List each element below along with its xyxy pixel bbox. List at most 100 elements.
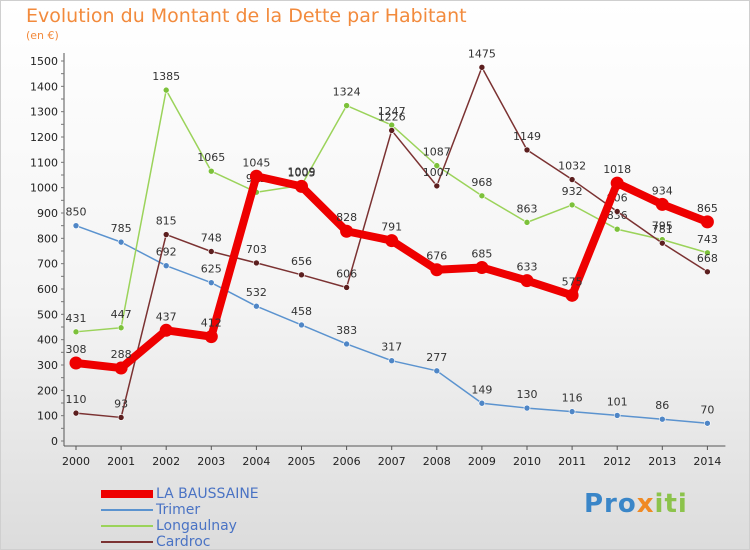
x-tick-label: 2008 (423, 455, 451, 468)
data-label-trimer: 277 (426, 351, 447, 364)
y-tick-label: 1000 (30, 182, 58, 195)
data-label-trimer: 458 (291, 305, 312, 318)
data-point-la-baussaine (204, 330, 218, 344)
data-point-longaulnay (523, 219, 531, 226)
data-point-cardroc (478, 64, 486, 71)
data-label-longaulnay: 932 (562, 185, 583, 198)
data-point-trimer (613, 412, 621, 419)
y-tick-label: 700 (37, 258, 58, 271)
y-tick-label: 600 (37, 283, 58, 296)
data-label-cardroc: 1032 (558, 160, 586, 173)
data-label-la-baussaine: 828 (336, 211, 357, 224)
data-label-cardroc: 110 (66, 393, 87, 406)
x-tick-label: 2012 (603, 455, 631, 468)
data-label-longaulnay: 1385 (152, 70, 180, 83)
data-label-cardroc: 815 (156, 215, 177, 228)
data-point-trimer (72, 222, 80, 229)
x-tick-label: 2013 (648, 455, 676, 468)
data-label-longaulnay: 1324 (333, 86, 361, 99)
data-point-la-baussaine (610, 176, 624, 190)
data-point-cardroc (162, 231, 170, 238)
data-label-longaulnay: 836 (607, 209, 628, 222)
y-tick-label: 800 (37, 232, 58, 245)
data-label-cardroc: 1149 (513, 130, 541, 143)
x-tick-label: 2014 (693, 455, 721, 468)
data-label-longaulnay: 1009 (288, 165, 316, 178)
data-point-longaulnay (117, 324, 125, 332)
data-label-la-baussaine: 1045 (242, 156, 270, 169)
data-label-trimer: 850 (66, 206, 87, 219)
data-point-trimer (523, 404, 531, 412)
x-tick-label: 2011 (558, 455, 586, 468)
data-point-cardroc (704, 268, 711, 276)
series-line-la-baussaine (72, 172, 712, 373)
y-tick-label: 1400 (30, 80, 58, 93)
data-label-longaulnay: 795 (652, 220, 673, 233)
data-label-trimer: 70 (700, 403, 714, 416)
data-label-cardroc: 781 (652, 223, 673, 236)
data-label-trimer: 101 (607, 395, 628, 408)
data-label-trimer: 130 (517, 388, 538, 401)
data-point-trimer (208, 279, 215, 286)
data-point-cardroc (613, 208, 621, 215)
legend-label: Cardroc (156, 534, 211, 550)
y-tick-label: 500 (37, 308, 58, 321)
legend-swatch (101, 502, 153, 518)
data-point-cardroc (253, 259, 260, 267)
data-point-trimer (704, 419, 711, 427)
data-point-trimer (343, 340, 350, 348)
data-label-cardroc: 1226 (378, 110, 406, 123)
y-tick-label: 0 (51, 435, 58, 448)
x-tick-label: 2000 (62, 455, 90, 468)
data-label-cardroc: 668 (697, 252, 718, 265)
data-point-la-baussaine (385, 234, 399, 248)
data-label-longaulnay: 743 (697, 233, 718, 246)
data-label-la-baussaine: 865 (697, 202, 718, 215)
data-point-trimer (162, 262, 170, 269)
data-label-la-baussaine: 934 (652, 184, 673, 197)
data-label-la-baussaine: 633 (517, 261, 538, 274)
data-point-trimer (388, 357, 396, 364)
data-point-trimer (478, 399, 486, 407)
data-point-trimer (433, 367, 441, 375)
data-label-trimer: 317 (381, 341, 402, 354)
data-point-trimer (298, 321, 305, 329)
x-tick-label: 2007 (378, 455, 406, 468)
data-label-longaulnay: 447 (111, 308, 132, 321)
data-label-longaulnay: 968 (471, 176, 492, 189)
data-point-la-baussaine (340, 224, 354, 238)
data-label-cardroc: 606 (336, 267, 357, 280)
data-label-cardroc: 1007 (423, 166, 451, 179)
data-label-cardroc: 93 (114, 397, 128, 410)
data-label-trimer: 86 (655, 399, 669, 412)
data-label-trimer: 625 (201, 263, 222, 276)
legend-label: LA BAUSSAINE (156, 486, 259, 502)
data-point-longaulnay (72, 328, 80, 336)
data-label-trimer: 116 (562, 392, 583, 405)
data-label-la-baussaine: 288 (111, 348, 132, 361)
y-tick-label: 200 (37, 384, 58, 397)
legend-swatch (101, 534, 153, 550)
x-tick-label: 2005 (288, 455, 316, 468)
data-point-longaulnay (162, 86, 170, 94)
data-label-longaulnay: 1065 (197, 151, 225, 164)
data-point-longaulnay (478, 192, 486, 200)
data-point-longaulnay (208, 167, 215, 175)
y-tick-label: 400 (37, 334, 58, 347)
data-point-longaulnay (704, 249, 711, 257)
data-label-longaulnay: 1087 (423, 146, 451, 159)
unit-label: (en €) (26, 29, 59, 42)
data-label-trimer: 149 (471, 383, 492, 396)
data-point-trimer (117, 238, 125, 246)
legend-label: Longaulnay (156, 518, 237, 534)
data-label-cardroc: 656 (291, 255, 312, 268)
data-point-cardroc (72, 409, 80, 417)
y-tick-label: 100 (37, 410, 58, 423)
data-label-longaulnay: 1247 (378, 105, 406, 118)
data-point-la-baussaine (295, 179, 308, 193)
data-label-trimer: 785 (111, 222, 132, 235)
x-tick-label: 2003 (197, 455, 225, 468)
y-tick-label: 1200 (30, 131, 58, 144)
